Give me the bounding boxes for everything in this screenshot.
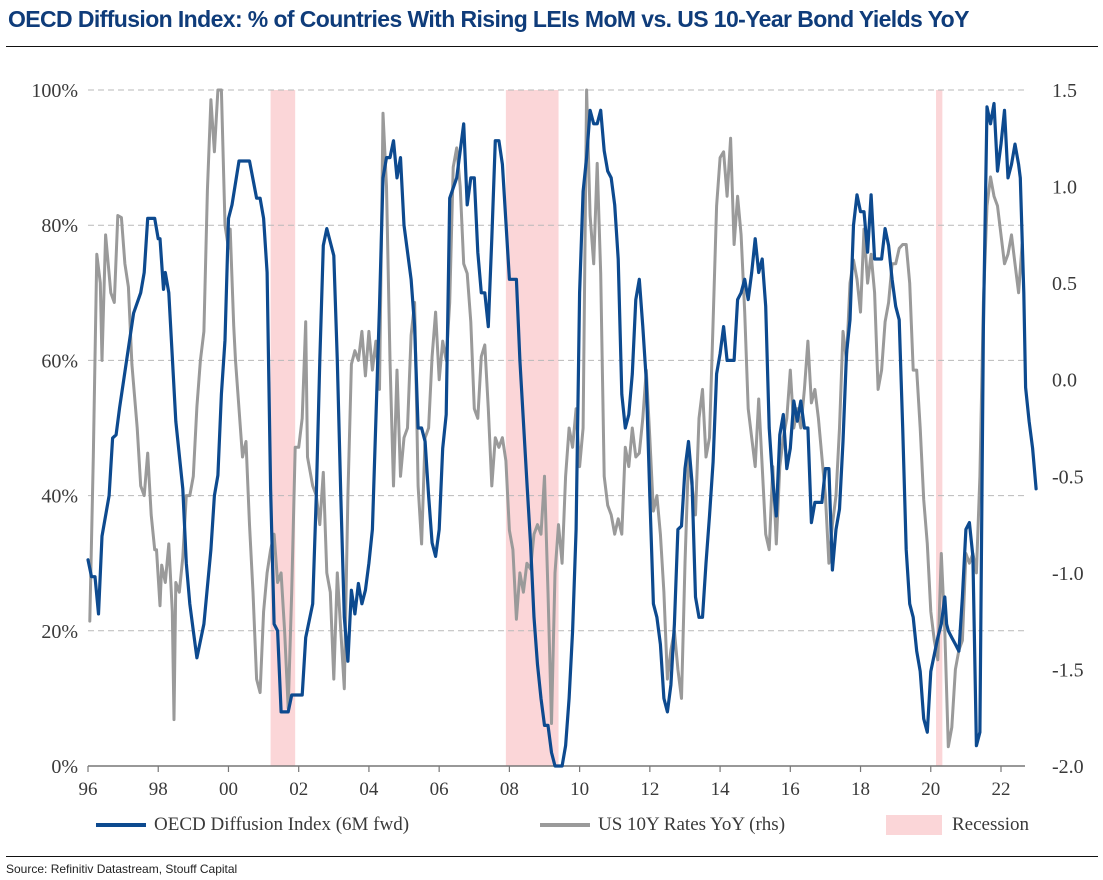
- legend-label-recession: Recession: [952, 814, 1030, 835]
- right-tick-label: 0.5: [1052, 273, 1077, 295]
- x-tick-label: 12: [640, 779, 659, 800]
- recession-layer: [270, 90, 943, 766]
- legend-label-us10y: US 10Y Rates YoY (rhs): [598, 814, 786, 835]
- x-tick-label: 96: [79, 779, 98, 800]
- x-tick-label: 18: [851, 779, 870, 800]
- recession-band: [936, 90, 943, 766]
- x-tick-label: 14: [711, 779, 731, 800]
- x-tick-label: 10: [570, 779, 589, 800]
- legend-item-us10y: US 10Y Rates YoY (rhs): [540, 814, 785, 836]
- left-tick-label: 20%: [41, 621, 78, 643]
- recession-band: [270, 90, 296, 766]
- x-tick-label: 06: [430, 779, 449, 800]
- x-tick-label: 02: [289, 779, 308, 800]
- right-tick-label: -1.0: [1052, 563, 1084, 585]
- legend-item-recession: Recession: [886, 814, 1029, 836]
- legend-swatch-recession: [886, 815, 942, 835]
- x-tick-label: 20: [921, 779, 940, 800]
- series-line-oecd: [86, 101, 1038, 768]
- right-tick-label: 1.0: [1052, 177, 1077, 199]
- left-tick-label: 80%: [41, 215, 78, 237]
- x-tick-label: 22: [992, 779, 1011, 800]
- right-tick-label: -1.5: [1052, 659, 1084, 681]
- right-tick-label: -0.5: [1052, 466, 1084, 488]
- title-divider: [6, 46, 1098, 47]
- legend-swatch-us10y: [540, 823, 590, 827]
- page-title: OECD Diffusion Index: % of Countries Wit…: [8, 6, 969, 32]
- series-layer: [86, 88, 1038, 768]
- legend-label-oecd: OECD Diffusion Index (6M fwd): [154, 814, 410, 835]
- x-tick-label: 08: [500, 779, 519, 800]
- legend-swatch-oecd: [96, 823, 146, 827]
- series-line-us10y: [88, 88, 1024, 749]
- left-tick-label: 40%: [41, 486, 78, 508]
- left-tick-label: 100%: [31, 80, 78, 102]
- left-tick-label: 60%: [41, 350, 78, 372]
- x-tick-label: 04: [359, 779, 379, 800]
- left-tick-label: 0%: [51, 756, 78, 778]
- right-tick-label: 0.0: [1052, 370, 1077, 392]
- legend-item-oecd: OECD Diffusion Index (6M fwd): [96, 814, 409, 836]
- legend: OECD Diffusion Index (6M fwd) US 10Y Rat…: [0, 814, 1103, 840]
- source-note: Source: Refinitiv Datastream, Stouff Cap…: [6, 862, 238, 876]
- x-tick-label: 98: [149, 779, 168, 800]
- x-tick-label: 00: [219, 779, 238, 800]
- footer-divider: [6, 856, 1098, 857]
- x-tick-label: 16: [781, 779, 800, 800]
- x-axis-labels: 96 98 00 02 04 06 08 10 12 14 16 18 20 22: [79, 779, 1011, 800]
- right-tick-label: 1.5: [1052, 80, 1077, 102]
- right-axis-labels: -2.0 -1.5 -1.0 -0.5 0.0 0.5 1.0 1.5: [1052, 80, 1084, 778]
- right-tick-label: -2.0: [1052, 756, 1084, 778]
- left-axis-labels: 0% 20% 40% 60% 80% 100%: [31, 80, 78, 778]
